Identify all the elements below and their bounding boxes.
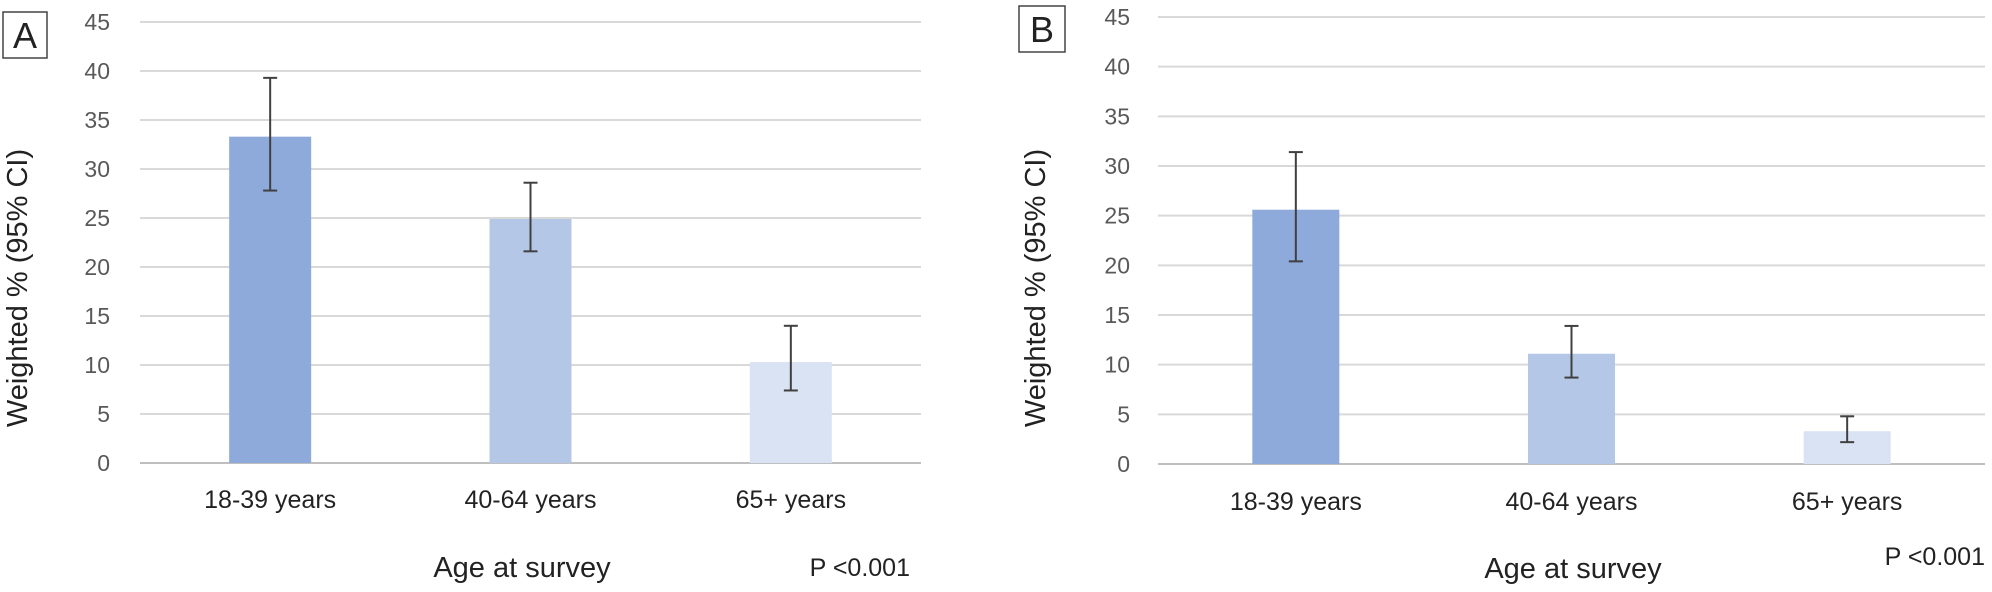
panel-b-error-bar (1840, 415, 1855, 444)
panel-b-y-tick-label: 35 (1104, 103, 1130, 129)
panel-a-letter: A (13, 15, 37, 56)
panel-a-bars (229, 136, 832, 463)
panel-b-error-bar (1288, 151, 1303, 263)
panel-a-y-axis-title: Weighted % (95% CI) (2, 149, 34, 427)
panel-b-x-axis-title: Age at survey (1484, 553, 1662, 585)
panel-b-y-tick-label: 20 (1104, 252, 1130, 278)
panel-a-p-value: P <0.001 (810, 554, 910, 582)
panel-a-x-axis-title: Age at survey (433, 552, 611, 584)
panel-b-y-tick-label: 30 (1104, 153, 1130, 179)
panel-a-category-label: 40-64 years (464, 486, 596, 514)
panel-a-category-labels: 18-39 years 40-64 years 65+ years (204, 486, 846, 514)
panel-b: B 0 5 10 15 20 25 30 35 40 45 18-39 years 40-64 ye… (1018, 4, 1985, 585)
panel-b-y-tick-label: 0 (1117, 451, 1130, 477)
panel-b-y-tick-label: 45 (1104, 4, 1130, 30)
panel-b-error-bars (1288, 151, 1855, 444)
panel-b-category-label: 40-64 years (1505, 488, 1637, 516)
panel-a-y-tick-label: 35 (84, 107, 110, 133)
panel-b-y-tick-labels: 0 5 10 15 20 25 30 35 40 45 (1104, 4, 1130, 477)
panel-b-y-tick-label: 5 (1117, 401, 1130, 427)
panel-b-y-tick-label: 40 (1104, 54, 1130, 80)
panel-a-y-tick-label: 25 (84, 205, 110, 231)
panel-a-y-tick-label: 20 (84, 254, 110, 280)
panel-b-category-label: 65+ years (1792, 488, 1903, 516)
panel-a-y-tick-label: 15 (84, 303, 110, 329)
panel-a: A 0 5 10 15 20 25 30 35 40 45 18-39 years 40-64 ye… (2, 9, 921, 584)
panel-a-y-tick-label: 5 (97, 401, 110, 427)
panel-b-category-label: 18-39 years (1230, 488, 1362, 516)
panel-b-p-value: P <0.001 (1885, 543, 1985, 571)
panel-b-category-labels: 18-39 years 40-64 years 65+ years (1230, 488, 1903, 516)
panel-b-y-axis-title: Weighted % (95% CI) (1020, 149, 1052, 427)
panel-a-y-tick-label: 40 (84, 58, 110, 84)
panel-a-letter-box (2, 11, 48, 59)
panel-a-y-tick-label: 45 (84, 9, 110, 35)
panel-b-y-tick-label: 10 (1104, 352, 1130, 378)
panel-a-error-bar (263, 76, 278, 192)
panel-a-y-tick-labels: 0 5 10 15 20 25 30 35 40 45 (84, 9, 110, 476)
panel-a-error-bars (263, 76, 798, 392)
panel-b-error-bar (1564, 324, 1579, 379)
panel-b-y-tick-label: 15 (1104, 302, 1130, 328)
panel-a-error-bar (783, 324, 798, 392)
panel-a-error-bar (523, 181, 538, 253)
panel-a-y-tick-label: 0 (97, 450, 110, 476)
panel-b-letter: B (1030, 9, 1054, 50)
panel-a-y-tick-label: 10 (84, 352, 110, 378)
panel-a-bar (489, 218, 572, 463)
panel-a-category-label: 65+ years (736, 486, 847, 514)
panel-b-y-tick-label: 25 (1104, 203, 1130, 229)
panel-a-y-tick-label: 30 (84, 156, 110, 182)
panel-a-category-label: 18-39 years (204, 486, 336, 514)
panel-b-letter-box (1018, 5, 1066, 53)
